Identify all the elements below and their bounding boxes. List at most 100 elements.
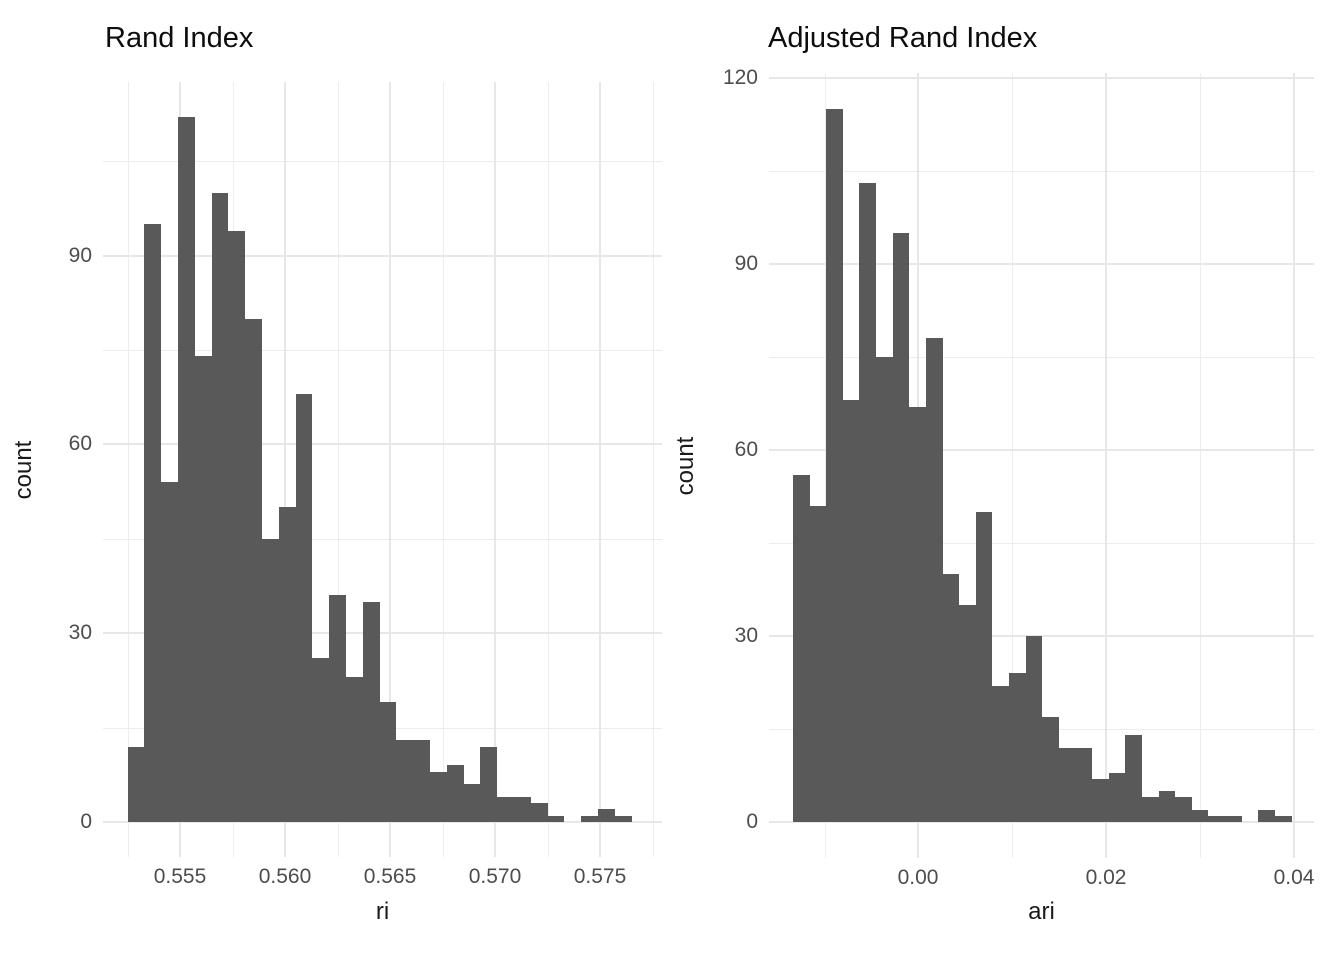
y-gridline-major <box>103 821 662 823</box>
histogram-bar <box>296 394 312 822</box>
histogram-bar <box>279 507 296 822</box>
y-tick-label: 90 <box>734 252 758 275</box>
histogram-bar <box>615 815 632 822</box>
histogram-bar <box>1092 778 1109 823</box>
histogram-bar <box>480 746 497 822</box>
histogram-bar <box>992 685 1009 823</box>
x-gridline-minor <box>1011 73 1013 858</box>
x-tick-label: 0.560 <box>258 865 312 888</box>
histogram-bar <box>531 803 548 822</box>
histogram-bar <box>228 230 245 822</box>
x-tick-label: 0.00 <box>897 866 939 889</box>
x-gridline-minor <box>1199 73 1201 858</box>
y-gridline-minor <box>769 356 1314 358</box>
y-gridline-minor <box>769 170 1314 172</box>
histogram-bar <box>430 771 447 822</box>
histogram-bar <box>909 406 926 823</box>
x-axis-title-ri: ri <box>375 898 390 925</box>
histogram-bar <box>1225 816 1242 823</box>
histogram-bar <box>447 765 464 822</box>
y-gridline-major <box>769 635 1314 637</box>
y-axis-title-count-right: count <box>672 436 699 496</box>
histogram-bar <box>363 601 380 822</box>
plot-title-rand-index: Rand Index <box>105 22 254 54</box>
x-gridline-minor <box>652 82 654 857</box>
histogram-bar <box>1075 747 1092 823</box>
histogram-bar <box>810 505 826 823</box>
histogram-bar <box>843 400 859 823</box>
histogram-bar <box>1142 797 1159 823</box>
histogram-bar <box>826 108 843 823</box>
histogram-bar <box>1059 747 1075 823</box>
histogram-bar <box>1042 716 1059 823</box>
y-gridline-major <box>769 77 1314 79</box>
y-gridline-minor <box>103 538 662 540</box>
histogram-bar <box>943 574 959 823</box>
y-gridline-major <box>103 443 662 445</box>
histogram-bar <box>1208 816 1225 823</box>
y-axis-title-count-left: count <box>10 440 37 500</box>
x-gridline-major <box>284 82 286 857</box>
histogram-bar <box>1159 791 1175 823</box>
y-tick-label: 30 <box>68 621 92 644</box>
histogram-bar <box>212 192 228 822</box>
histogram-bar <box>1192 809 1208 823</box>
x-gridline-minor <box>127 82 129 857</box>
y-gridline-major <box>103 255 662 257</box>
histogram-bar <box>1175 797 1192 823</box>
histogram-bar <box>329 595 346 822</box>
y-gridline-minor <box>769 542 1314 544</box>
histogram-bar <box>346 677 363 822</box>
y-tick-label: 0 <box>80 810 92 833</box>
histogram-bar <box>262 538 279 822</box>
histogram-bar <box>1125 735 1142 823</box>
histogram-bar <box>464 784 480 822</box>
x-gridline-major <box>1105 73 1107 858</box>
histogram-bar <box>859 183 876 823</box>
y-tick-label: 0 <box>746 810 758 833</box>
histogram-bar <box>178 117 195 822</box>
x-axis-title-ari: ari <box>1028 898 1055 925</box>
histogram-bar <box>144 224 161 822</box>
histogram-bar <box>128 746 144 822</box>
x-gridline-minor <box>824 73 826 858</box>
x-tick-label: 0.555 <box>153 865 207 888</box>
histogram-bar <box>959 605 976 823</box>
histogram-bar <box>413 740 430 822</box>
histogram-bar <box>1009 673 1026 823</box>
y-gridline-minor <box>103 349 662 351</box>
histogram-bar <box>793 474 810 823</box>
x-gridline-minor <box>442 82 444 857</box>
x-gridline-minor <box>337 82 339 857</box>
histogram-bar <box>514 796 531 822</box>
x-gridline-major <box>494 82 496 857</box>
histogram-bar <box>396 740 413 822</box>
histogram-bar <box>1026 636 1042 823</box>
x-tick-label: 0.02 <box>1085 866 1127 889</box>
y-tick-label: 120 <box>722 66 758 89</box>
x-gridline-major <box>1293 73 1295 858</box>
histogram-bar <box>548 815 564 822</box>
histogram-bar <box>245 318 262 822</box>
x-tick-label: 0.04 <box>1273 866 1315 889</box>
histogram-bar <box>380 702 396 822</box>
histogram-bar <box>1258 809 1275 823</box>
histogram-bar <box>876 356 893 823</box>
histogram-bar <box>1275 816 1292 823</box>
x-tick-label: 0.570 <box>468 865 522 888</box>
y-gridline-major <box>769 263 1314 265</box>
y-gridline-minor <box>103 160 662 162</box>
y-tick-label: 60 <box>68 432 92 455</box>
histogram-bar <box>497 796 514 822</box>
histogram-bar <box>161 482 178 822</box>
histogram-bar <box>1109 772 1125 823</box>
histogram-bar <box>598 809 615 822</box>
y-tick-label: 30 <box>734 624 758 647</box>
x-tick-label: 0.575 <box>573 865 627 888</box>
y-tick-label: 60 <box>734 438 758 461</box>
histogram-bar <box>312 658 329 822</box>
x-gridline-major <box>599 82 601 857</box>
y-gridline-major <box>103 632 662 634</box>
y-tick-label: 90 <box>68 244 92 267</box>
